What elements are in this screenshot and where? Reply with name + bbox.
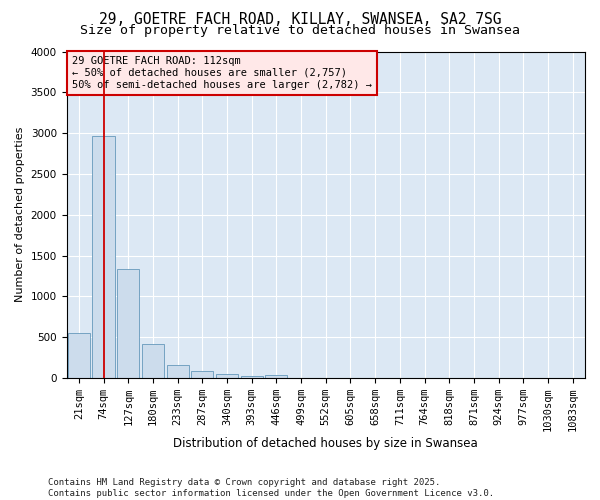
Text: 29, GOETRE FACH ROAD, KILLAY, SWANSEA, SA2 7SG: 29, GOETRE FACH ROAD, KILLAY, SWANSEA, S…	[99, 12, 501, 28]
Bar	[241, 376, 263, 378]
Bar	[167, 366, 189, 378]
Y-axis label: Number of detached properties: Number of detached properties	[15, 127, 25, 302]
Bar	[68, 333, 90, 378]
Bar	[265, 375, 287, 378]
Text: 29 GOETRE FACH ROAD: 112sqm
← 50% of detached houses are smaller (2,757)
50% of : 29 GOETRE FACH ROAD: 112sqm ← 50% of det…	[72, 56, 372, 90]
Text: Contains HM Land Registry data © Crown copyright and database right 2025.
Contai: Contains HM Land Registry data © Crown c…	[48, 478, 494, 498]
Bar	[191, 370, 214, 378]
X-axis label: Distribution of detached houses by size in Swansea: Distribution of detached houses by size …	[173, 437, 478, 450]
Bar	[142, 344, 164, 378]
Bar	[216, 374, 238, 378]
Bar	[92, 136, 115, 378]
Text: Size of property relative to detached houses in Swansea: Size of property relative to detached ho…	[80, 24, 520, 37]
Bar	[117, 268, 139, 378]
